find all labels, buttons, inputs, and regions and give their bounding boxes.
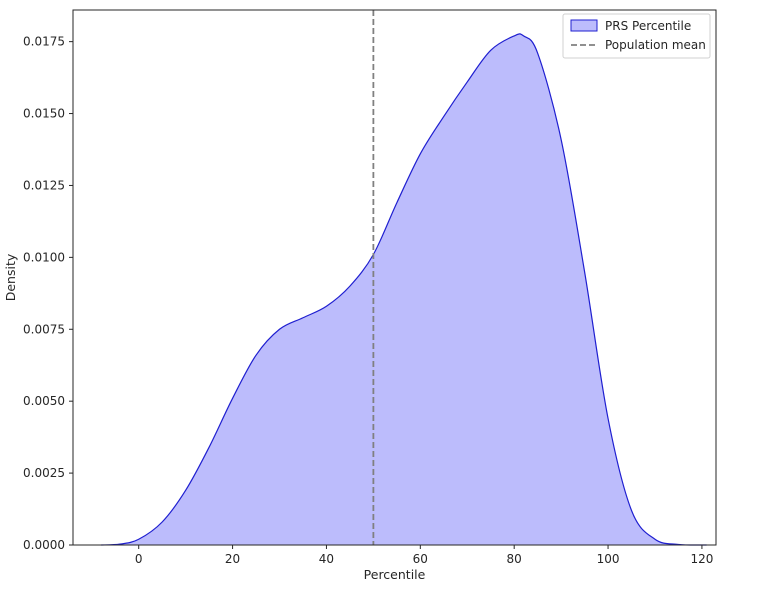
x-tick-label: 0 [135,552,143,566]
x-axis-label: Percentile [364,567,426,582]
y-tick-label: 0.0000 [23,538,65,552]
y-tick-label: 0.0075 [23,322,65,336]
x-tick-label: 80 [507,552,522,566]
y-tick-label: 0.0050 [23,394,65,408]
x-axis-ticks: 0 20 40 60 80 100 120 [135,545,713,566]
y-axis-label: Density [3,253,18,301]
plot-layer [101,33,707,546]
density-curve-line [101,33,707,546]
legend-swatch-prs-percentile [570,19,598,32]
y-tick-label: 0.0175 [23,35,65,49]
x-tick-label: 20 [225,552,240,566]
y-tick-label: 0.0125 [23,178,65,192]
y-tick-label: 0.0150 [23,107,65,121]
legend-label-population-mean: Population mean [605,38,706,52]
x-tick-label: 40 [319,552,334,566]
x-tick-label: 100 [597,552,620,566]
legend-box [562,13,711,59]
y-tick-label: 0.0100 [23,250,65,264]
x-tick-label: 120 [690,552,713,566]
legend: PRS Percentile Population mean [562,13,711,59]
y-axis-ticks: 0.0000 0.0025 0.0050 0.0075 0.0100 0.0125 0.01… [23,35,73,552]
x-tick-label: 60 [413,552,428,566]
plot-frame [72,9,717,546]
y-tick-label: 0.0025 [23,466,65,480]
density-area-fill [101,33,707,546]
legend-label-prs-percentile: PRS Percentile [605,19,691,33]
